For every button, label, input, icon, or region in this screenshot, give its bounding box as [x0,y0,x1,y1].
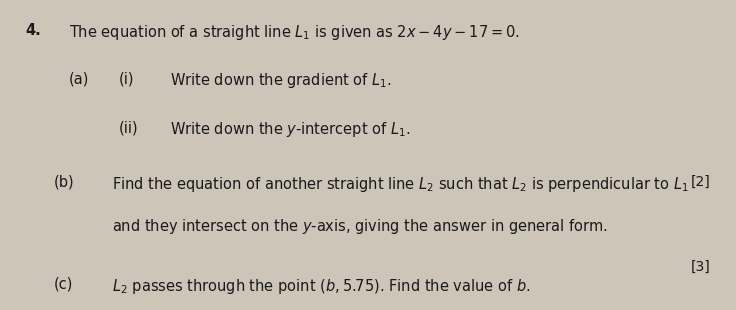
Text: [2]: [2] [691,175,710,189]
Text: Write down the $y$-intercept of $L_1$.: Write down the $y$-intercept of $L_1$. [170,120,410,139]
Text: 4.: 4. [25,23,41,38]
Text: $L_2$ passes through the point $(b, 5.75)$. Find the value of $b$.: $L_2$ passes through the point $(b, 5.75… [112,277,531,295]
Text: [3]: [3] [691,260,710,274]
Text: and they intersect on the $y$-axis, giving the answer in general form.: and they intersect on the $y$-axis, givi… [112,217,608,236]
Text: (a): (a) [68,72,89,86]
Text: (b): (b) [54,175,75,190]
Text: (ii): (ii) [119,120,139,135]
Text: (c): (c) [54,277,74,291]
Text: The equation of a straight line $L_1$ is given as $2x-4y-17=0$.: The equation of a straight line $L_1$ is… [68,23,520,42]
Text: Find the equation of another straight line $L_2$ such that $L_2$ is perpendicula: Find the equation of another straight li… [112,175,689,194]
Text: Write down the gradient of $L_1$.: Write down the gradient of $L_1$. [170,72,392,91]
Text: (i): (i) [119,72,135,86]
